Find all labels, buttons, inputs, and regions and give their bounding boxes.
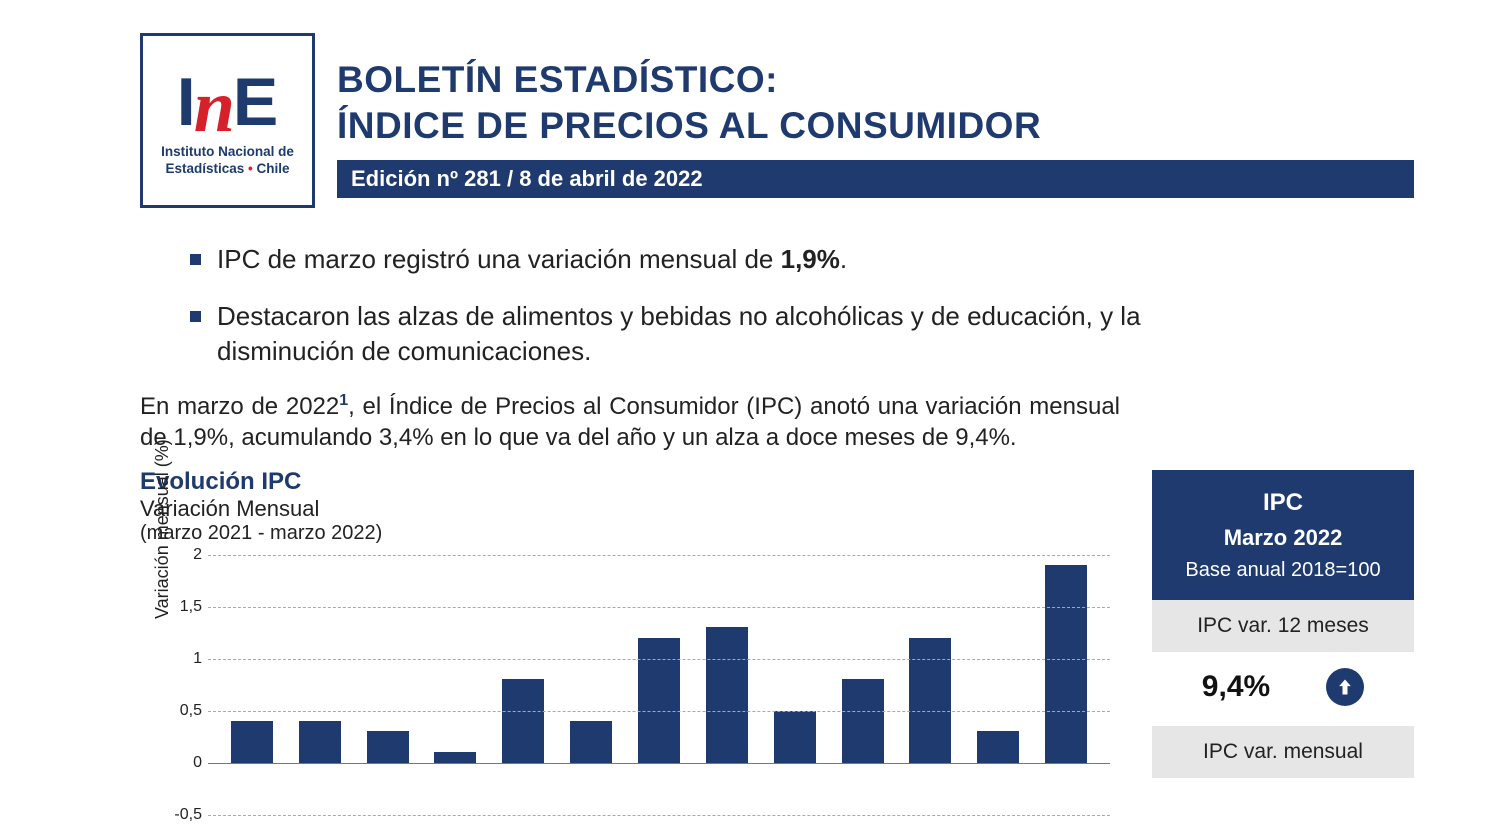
ine-logo: InE Instituto Nacional de Estadísticas •… <box>140 33 315 208</box>
header-text: BOLETÍN ESTADÍSTICO: ÍNDICE DE PRECIOS A… <box>337 33 1414 198</box>
chart-bars <box>208 555 1110 815</box>
chart-grid-line <box>208 659 1110 660</box>
chart-bar <box>977 731 1019 762</box>
ipc-12m-value: 9,4% <box>1202 670 1270 704</box>
highlight-item: Destacaron las alzas de alimentos y bebi… <box>190 299 1150 369</box>
sidebar-hdr2: Marzo 2022 <box>1160 521 1406 555</box>
chart-bar <box>231 721 273 763</box>
y-tick-label: 2 <box>193 546 208 564</box>
sidebar-row1-label: IPC var. 12 meses <box>1152 600 1414 652</box>
y-axis-label: Variación mensual (%) <box>152 439 173 619</box>
bar-slot <box>422 555 490 815</box>
chart-section: Evolución IPC Variación Mensual (marzo 2… <box>140 468 1110 815</box>
footnote-ref: 1 <box>339 392 348 409</box>
b1-post: . <box>840 244 847 274</box>
chart-bar <box>842 679 884 762</box>
chart-grid-line <box>208 555 1110 556</box>
bullet-square-icon <box>190 311 201 322</box>
chart-bar <box>299 721 341 763</box>
logo-sub-line2a: Estadísticas <box>165 161 244 176</box>
bar-slot <box>489 555 557 815</box>
bar-slot <box>557 555 625 815</box>
bar-slot <box>354 555 422 815</box>
chart-grid-line <box>208 711 1110 712</box>
chart-bar <box>367 731 409 762</box>
b1-pre: IPC de marzo registró una variación mens… <box>217 244 781 274</box>
bar-slot <box>829 555 897 815</box>
chart-grid-line <box>208 607 1110 608</box>
highlight-text-2: Destacaron las alzas de alimentos y bebi… <box>217 299 1150 369</box>
y-tick-label: 1,5 <box>180 598 208 616</box>
bar-slot <box>896 555 964 815</box>
title-line-1: BOLETÍN ESTADÍSTICO: <box>337 57 1414 103</box>
chart-range: (marzo 2021 - marzo 2022) <box>140 522 1110 545</box>
chart-plot-area: -0,500,511,52 <box>208 555 1110 815</box>
bar-slot <box>693 555 761 815</box>
y-tick-label: 0 <box>193 754 208 772</box>
chart-bar <box>1045 565 1087 763</box>
b1-bold: 1,9% <box>781 244 840 274</box>
header: InE Instituto Nacional de Estadísticas •… <box>140 33 1414 208</box>
logo-sub-line2b: Chile <box>257 161 290 176</box>
chart-bar <box>706 627 748 762</box>
chart-bar <box>434 752 476 762</box>
bar-slot <box>761 555 829 815</box>
chart-bar <box>502 679 544 762</box>
bar-slot <box>1032 555 1100 815</box>
bar-slot <box>218 555 286 815</box>
chart-bar <box>909 638 951 763</box>
intro-paragraph: En marzo de 20221, el Índice de Precios … <box>140 391 1120 453</box>
chart-bar <box>570 721 612 763</box>
sidebar-row2-label: IPC var. mensual <box>1152 726 1414 778</box>
logo-letters: InE <box>177 64 278 138</box>
chart-bar <box>638 638 680 763</box>
highlight-item: IPC de marzo registró una variación mens… <box>190 242 1150 277</box>
highlights-list: IPC de marzo registró una variación mens… <box>190 242 1150 369</box>
chart-subtitle: Variación Mensual <box>140 496 1110 522</box>
sidebar-hdr1: IPC <box>1160 484 1406 521</box>
chart-title: Evolución IPC <box>140 468 1110 496</box>
y-tick-label: 1 <box>193 650 208 668</box>
arrow-up-icon <box>1326 668 1364 706</box>
y-tick-label: 0,5 <box>180 702 208 720</box>
title-line-2: ÍNDICE DE PRECIOS AL CONSUMIDOR <box>337 103 1414 149</box>
bar-slot <box>286 555 354 815</box>
chart-bar <box>774 711 816 763</box>
chart-grid-line <box>208 815 1110 816</box>
bar-slot <box>625 555 693 815</box>
sidebar-header: IPC Marzo 2022 Base anual 2018=100 <box>1152 470 1414 600</box>
bar-chart: Variación mensual (%) -0,500,511,52 <box>160 555 1110 815</box>
chart-zero-line <box>208 763 1110 764</box>
bar-slot <box>964 555 1032 815</box>
y-tick-label: -0,5 <box>174 806 208 824</box>
logo-subtitle: Instituto Nacional de Estadísticas • Chi… <box>161 144 294 178</box>
summary-sidebar: IPC Marzo 2022 Base anual 2018=100 IPC v… <box>1152 470 1414 815</box>
bullet-square-icon <box>190 254 201 265</box>
para-1a: En marzo de 2022 <box>140 393 339 420</box>
highlight-text-1: IPC de marzo registró una variación mens… <box>217 242 847 277</box>
edition-bar: Edición nº 281 / 8 de abril de 2022 <box>337 160 1414 198</box>
sidebar-row1-value: 9,4% <box>1152 652 1414 726</box>
sidebar-hdr3: Base anual 2018=100 <box>1160 555 1406 586</box>
